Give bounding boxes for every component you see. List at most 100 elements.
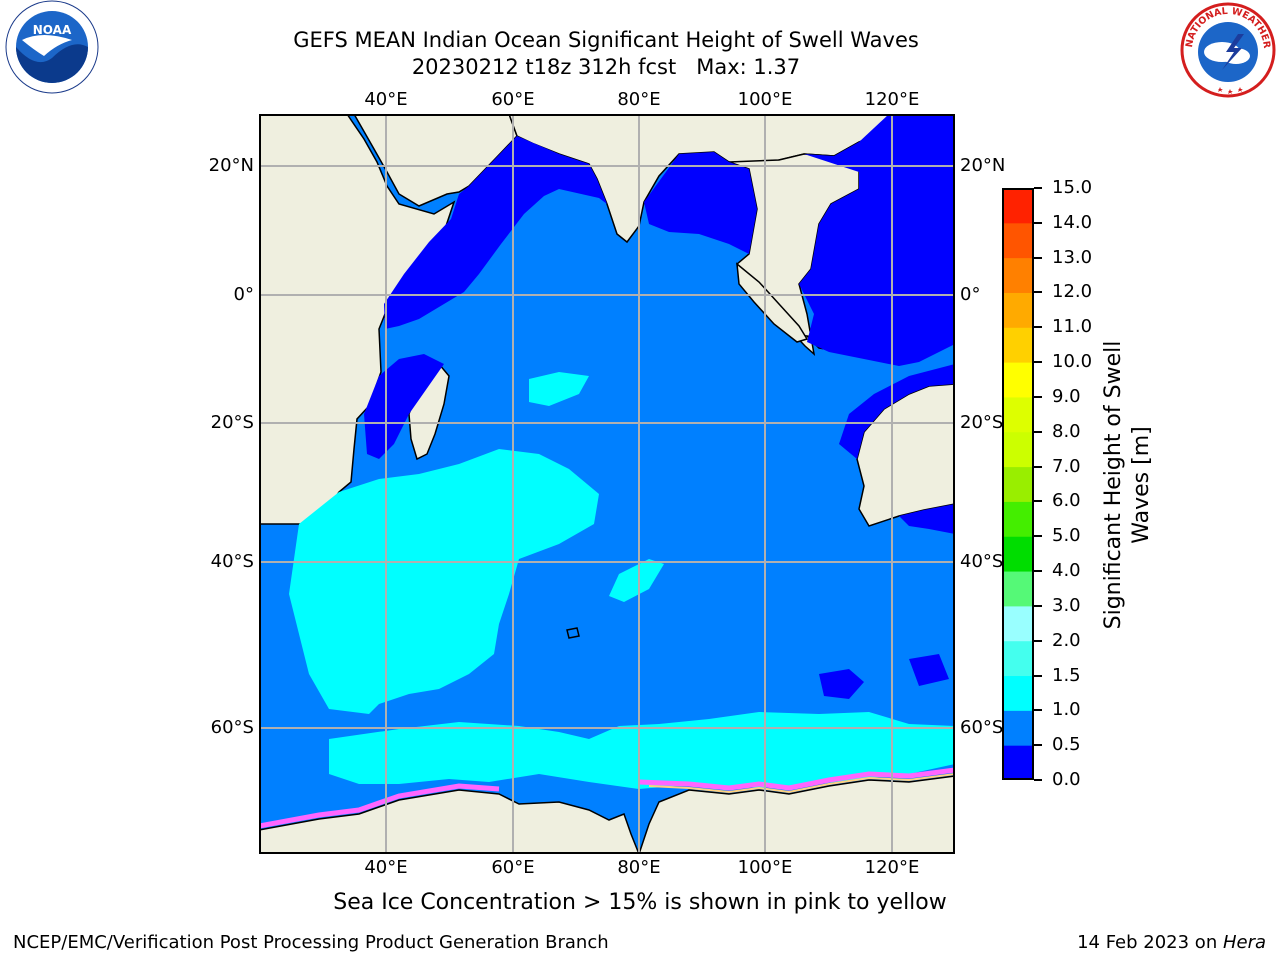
map-gridlines xyxy=(259,114,955,854)
colorbar-tick-label: 10.0 xyxy=(1052,351,1093,373)
swell-high-south-indian xyxy=(289,449,599,714)
sea-ice-yellow xyxy=(648,773,955,794)
right-lat-label-20s: 20°S xyxy=(960,412,1004,433)
colorbar-tick-label: 15.0 xyxy=(1052,177,1093,198)
swell-high-antarctic-band xyxy=(329,712,955,789)
footer-date-text: 14 Feb 2023 on xyxy=(1077,932,1223,953)
top-lon-label-120e: 120°E xyxy=(864,89,920,110)
land-antarctica xyxy=(259,775,955,854)
left-lat-label-0: 0° xyxy=(233,284,254,305)
bottom-lon-label-40e: 40°E xyxy=(364,857,408,878)
top-lon-label-40e: 40°E xyxy=(364,89,408,110)
colorbar-tick-label: 0.5 xyxy=(1052,734,1081,756)
colorbar-tick-label: 3.0 xyxy=(1052,594,1081,616)
top-lon-label-60e: 60°E xyxy=(491,89,535,110)
colorbar-tick-mark xyxy=(1034,500,1042,503)
colorbar-tick-mark xyxy=(1034,674,1042,677)
colorbar-tick-mark xyxy=(1034,361,1042,364)
swell-low-west-australia xyxy=(839,364,955,459)
colorbar-tick-label: 14.0 xyxy=(1052,211,1093,233)
colorbar-tick-label: 6.0 xyxy=(1052,490,1081,512)
colorbar-tick-label: 0.0 xyxy=(1052,769,1081,790)
colorbar-tick-label: 12.0 xyxy=(1052,281,1093,303)
swell-low-arabian-sea xyxy=(384,136,607,329)
colorbar-tick-label: 1.5 xyxy=(1052,664,1081,686)
colorbar-segment xyxy=(1002,188,1034,224)
land-kerguelen xyxy=(566,627,580,639)
colorbar-tick-label: 13.0 xyxy=(1052,246,1093,268)
colorbar-tick-mark xyxy=(1034,535,1042,538)
colorbar-segment xyxy=(1002,362,1034,398)
swell-high-scattered xyxy=(377,634,429,684)
right-lat-label-40s: 40°S xyxy=(960,551,1004,572)
right-lat-label-0: 0° xyxy=(960,284,981,305)
colorbar-frame xyxy=(1002,188,1034,780)
colorbar-tick-mark xyxy=(1034,326,1042,329)
right-lat-label-60s: 60°S xyxy=(960,717,1004,738)
colorbar-segment xyxy=(1002,431,1034,468)
colorbar-segment xyxy=(1002,222,1034,259)
colorbar-segment xyxy=(1002,675,1034,711)
noaa-logo: NOAA xyxy=(5,0,99,94)
bottom-lon-label-120e: 120°E xyxy=(864,857,920,878)
colorbar-tick-mark xyxy=(1034,570,1042,573)
colorbar-title: Significant Height of Swell Waves [m] xyxy=(1101,340,1154,630)
colorbar-segment xyxy=(1002,396,1034,433)
left-lat-label-20n: 20°N xyxy=(208,155,254,176)
footer-machine-name: Hera xyxy=(1222,932,1266,953)
sea-ice-note: Sea Ice Concentration > 15% is shown in … xyxy=(333,890,947,915)
colorbar-segment xyxy=(1002,536,1034,572)
colorbar-tick-label: 5.0 xyxy=(1052,525,1081,547)
swell-high-central-patch xyxy=(529,372,589,406)
footer-credit: NCEP/EMC/Verification Post Processing Pr… xyxy=(13,932,609,953)
colorbar-tick-label: 2.0 xyxy=(1052,629,1081,651)
colorbar xyxy=(1002,188,1034,780)
colorbar-segment xyxy=(1002,466,1034,502)
colorbar-tick-label: 9.0 xyxy=(1052,385,1081,407)
colorbar-segment xyxy=(1002,292,1034,328)
colorbar-tick-mark xyxy=(1034,256,1042,259)
colorbar-tick-mark xyxy=(1034,291,1042,294)
land-sumatra xyxy=(736,262,809,343)
colorbar-tick-label: 8.0 xyxy=(1052,420,1081,442)
swell-low-mozambique xyxy=(364,354,444,459)
colorbar-segment xyxy=(1002,571,1034,607)
footer-date: 14 Feb 2023 on Hera xyxy=(1077,932,1266,953)
swell-low-southern-patch xyxy=(819,654,949,699)
bottom-lon-label-60e: 60°E xyxy=(491,857,535,878)
swell-low-bay-of-bengal xyxy=(644,152,757,254)
nws-logo: NATIONAL WEATHER SERVICE xyxy=(1178,0,1276,98)
map-canvas xyxy=(259,114,955,854)
left-lat-label-60s: 60°S xyxy=(210,717,254,738)
colorbar-segment xyxy=(1002,745,1034,780)
sea-ice-edge-west xyxy=(259,783,500,829)
colorbar-tick-label: 1.0 xyxy=(1052,699,1081,721)
colorbar-tick-mark xyxy=(1034,221,1042,224)
colorbar-segment xyxy=(1002,327,1034,363)
top-lon-label-100e: 100°E xyxy=(737,89,793,110)
colorbar-segment xyxy=(1002,501,1034,537)
map-frame xyxy=(259,114,955,854)
right-lat-label-20n: 20°N xyxy=(960,155,1006,176)
chart-title: GEFS MEAN Indian Ocean Significant Heigh… xyxy=(293,28,919,52)
colorbar-tick-mark xyxy=(1034,709,1042,712)
noaa-logo-text: NOAA xyxy=(33,23,72,37)
colorbar-tick-mark xyxy=(1034,430,1042,433)
swell-low-indonesia xyxy=(799,114,955,366)
colorbar-tick-mark xyxy=(1034,187,1042,189)
colorbar-segment xyxy=(1002,257,1034,293)
left-lat-label-40s: 40°S xyxy=(210,551,254,572)
left-lat-label-20s: 20°S xyxy=(210,412,254,433)
colorbar-tick-mark xyxy=(1034,744,1042,747)
chart-subtitle-date: 20230212 t18z 312h fcst Max: 1.37 xyxy=(411,55,801,79)
colorbar-tick-mark xyxy=(1034,395,1042,398)
colorbar-segment xyxy=(1002,710,1034,746)
colorbar-tick-mark xyxy=(1034,639,1042,642)
colorbar-tick-mark xyxy=(1034,604,1042,607)
colorbar-tick-mark xyxy=(1034,779,1042,781)
colorbar-tick-label: 7.0 xyxy=(1052,455,1081,477)
sea-ice-edge-east xyxy=(638,767,955,791)
swell-high-east-patch xyxy=(609,559,664,602)
colorbar-tick-label: 11.0 xyxy=(1052,316,1093,338)
bottom-lon-label-80e: 80°E xyxy=(617,857,661,878)
